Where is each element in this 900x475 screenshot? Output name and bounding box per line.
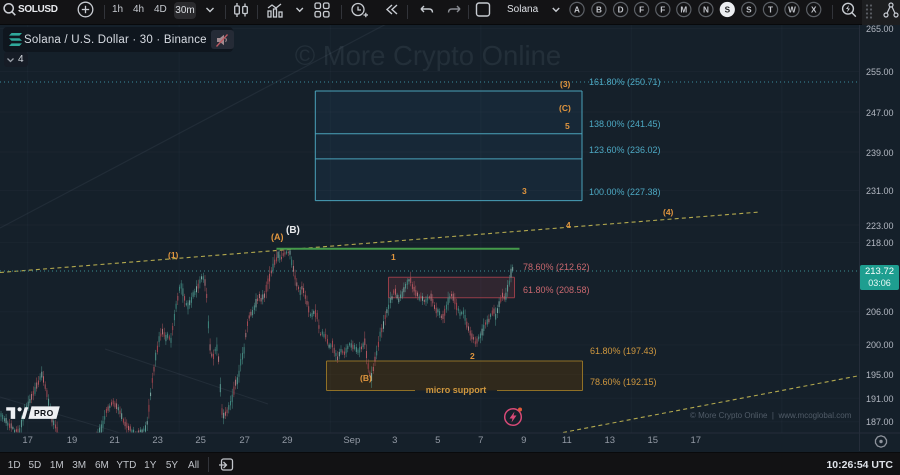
svg-text:W: W xyxy=(788,5,796,14)
svg-text:X: X xyxy=(811,5,817,14)
svg-text:A: A xyxy=(574,5,580,14)
svg-text:N: N xyxy=(703,5,709,14)
svg-text:S: S xyxy=(725,5,731,14)
svg-text:F: F xyxy=(660,5,665,14)
svg-text:T: T xyxy=(768,5,773,14)
svg-text:M: M xyxy=(680,5,687,14)
svg-text:D: D xyxy=(618,5,624,14)
svg-text:F: F xyxy=(639,5,644,14)
svg-text:PRO: PRO xyxy=(34,408,54,418)
svg-text:© More Crypto Online: © More Crypto Online xyxy=(295,40,561,71)
svg-text:B: B xyxy=(596,5,602,14)
svg-text:S: S xyxy=(746,5,752,14)
